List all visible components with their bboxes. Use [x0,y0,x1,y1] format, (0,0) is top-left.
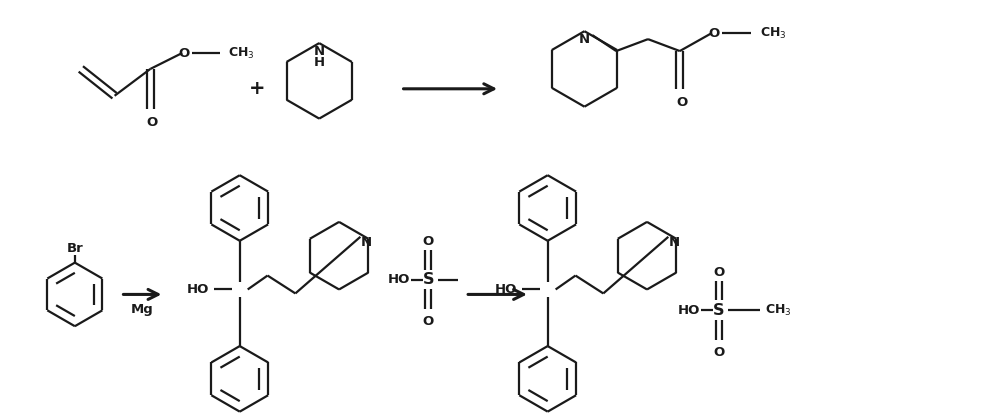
Text: HO: HO [495,283,517,296]
Text: N: N [361,236,372,249]
Text: CH$_3$: CH$_3$ [228,45,255,60]
Text: HO: HO [678,304,700,317]
Text: CH$_3$: CH$_3$ [760,25,786,41]
Text: N: N [579,33,590,45]
Text: H: H [314,56,325,70]
Text: N: N [669,236,680,249]
Text: O: O [708,27,719,40]
Text: N: N [314,45,325,58]
Text: S: S [713,303,724,318]
Text: Br: Br [66,242,83,255]
Text: +: + [248,79,265,98]
Text: O: O [423,315,434,328]
Text: CH$_3$: CH$_3$ [765,303,791,318]
Text: HO: HO [187,283,209,296]
Text: S: S [423,272,434,287]
Text: O: O [423,235,434,248]
Text: O: O [178,47,190,60]
Text: O: O [713,266,724,279]
Text: HO: HO [387,273,410,286]
Text: O: O [147,116,158,129]
Text: O: O [713,346,724,359]
Text: Mg: Mg [131,303,154,316]
Text: O: O [676,96,687,109]
